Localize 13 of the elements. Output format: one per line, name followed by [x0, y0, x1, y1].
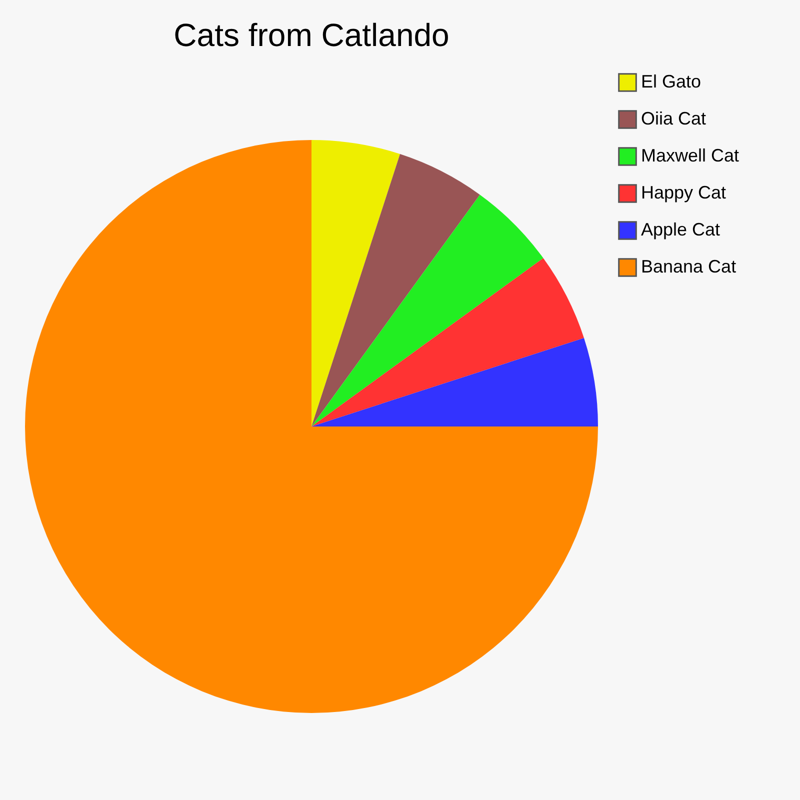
legend-label: Banana Cat	[641, 256, 736, 276]
pie-slice	[312, 194, 544, 426]
pie-slice	[312, 154, 480, 426]
legend-label: Oiia Cat	[641, 108, 706, 128]
pie-slice	[25, 140, 598, 713]
legend-label: Apple Cat	[641, 220, 720, 240]
pie-slice	[312, 258, 584, 426]
legend-label: Happy Cat	[641, 182, 726, 202]
pie-slice	[312, 140, 400, 426]
legend-label: Maxwell Cat	[641, 146, 740, 166]
chart-title: Cats from Catlando	[174, 17, 450, 53]
legend-label: El Gato	[641, 72, 702, 92]
pie-slice	[312, 338, 598, 426]
